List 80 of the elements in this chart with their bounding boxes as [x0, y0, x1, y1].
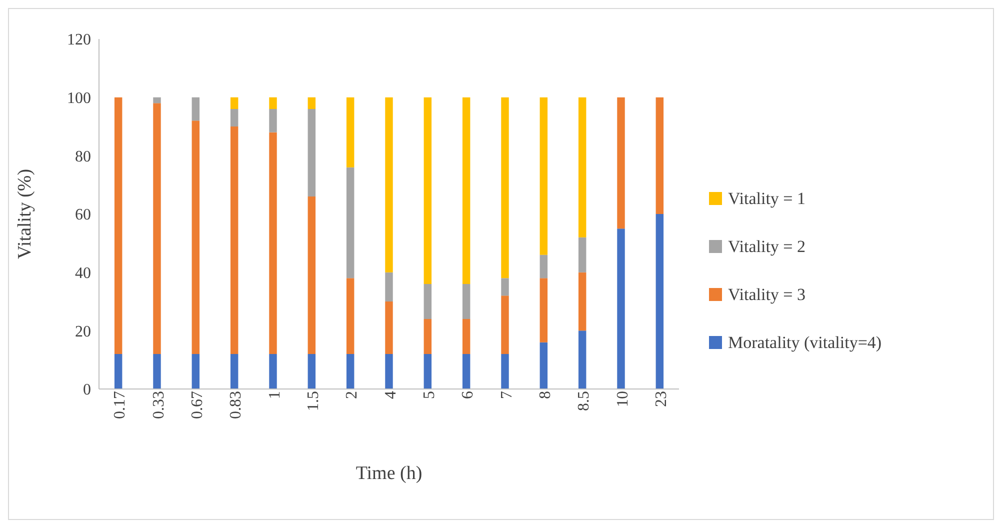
x-axis-title: Time (h)	[356, 463, 422, 484]
bar	[385, 354, 393, 389]
bar	[656, 97, 664, 214]
bar	[114, 97, 122, 354]
bar	[424, 284, 432, 319]
bar	[192, 120, 200, 354]
bar	[269, 354, 277, 389]
bar	[462, 97, 470, 284]
x-tick-label: 1.5	[305, 391, 322, 411]
bar	[153, 103, 161, 354]
bar	[501, 296, 509, 354]
bar	[192, 354, 200, 389]
bar	[424, 319, 432, 354]
bar	[385, 302, 393, 354]
bar	[462, 284, 470, 319]
bar	[269, 132, 277, 354]
bar	[385, 97, 393, 272]
bar	[346, 97, 354, 168]
bar	[617, 97, 625, 229]
x-tick-label: 8.5	[576, 391, 593, 411]
bar	[308, 354, 316, 389]
x-tick-label: 23	[653, 391, 670, 407]
bar	[578, 330, 586, 389]
bar	[230, 126, 238, 354]
bar	[308, 109, 316, 196]
bar	[540, 342, 548, 389]
x-tick-label: 8	[537, 391, 554, 399]
bar	[501, 354, 509, 389]
y-axis-title: Vitality (%)	[14, 168, 36, 260]
bar	[578, 97, 586, 238]
bar	[462, 319, 470, 354]
y-tick-label: 80	[75, 148, 91, 166]
bar	[656, 214, 664, 389]
bar	[230, 97, 238, 109]
x-tick-label: 4	[382, 391, 400, 399]
legend-label: Vitality = 2	[728, 236, 806, 256]
bar	[540, 278, 548, 342]
bar	[153, 97, 161, 104]
bar	[540, 254, 548, 278]
x-tick-label: 0.67	[189, 391, 206, 419]
bar	[269, 97, 277, 109]
bar	[346, 167, 354, 278]
bar	[153, 354, 161, 389]
bar	[308, 196, 316, 354]
bar	[192, 97, 200, 121]
legend-label: Moratality (vitality=4)	[728, 332, 882, 352]
bar	[230, 109, 238, 126]
y-tick-label: 20	[75, 323, 91, 340]
x-tick-label: 5	[421, 391, 438, 399]
bar	[269, 109, 277, 132]
y-tick-label: 120	[67, 32, 91, 49]
x-tick-label: 6	[460, 391, 477, 399]
x-tick-label: 7	[498, 391, 516, 399]
x-tick-label: 2	[344, 391, 361, 399]
y-tick-label: 40	[75, 265, 91, 282]
bar	[385, 272, 393, 302]
x-tick-label: 0.83	[228, 391, 245, 419]
x-tick-label: 10	[614, 391, 632, 407]
y-tick-label: 60	[75, 206, 91, 224]
bar	[501, 278, 509, 296]
y-tick-label: 100	[67, 90, 91, 108]
bar	[346, 278, 354, 354]
x-tick-label: 1	[266, 391, 284, 399]
legend-label: Vitality = 1	[728, 188, 806, 208]
bar	[578, 272, 586, 331]
bar	[424, 354, 432, 389]
bar	[114, 354, 122, 389]
bar	[346, 354, 354, 389]
legend-label: Vitality = 3	[728, 284, 806, 304]
bar	[230, 354, 238, 389]
bar	[578, 237, 586, 272]
bar	[462, 354, 470, 389]
x-tick-label: 0.33	[150, 391, 168, 419]
bar	[540, 97, 548, 255]
bar	[501, 97, 509, 278]
x-tick-label: 0.17	[112, 391, 129, 419]
bar	[308, 97, 316, 109]
bar	[424, 97, 432, 284]
bar	[617, 228, 625, 389]
y-tick-label: 0	[83, 382, 91, 399]
